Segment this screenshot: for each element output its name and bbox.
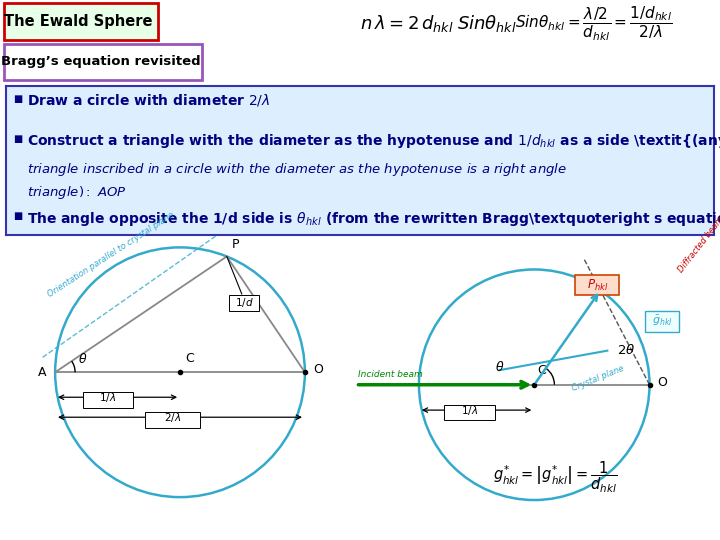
Text: $\mathit{triangle):\ AOP}$: $\mathit{triangle):\ AOP}$ <box>27 185 127 201</box>
Text: Incident beam: Incident beam <box>358 370 423 379</box>
Text: $Sin\theta_{hkl}=\dfrac{\lambda/2}{d_{hkl}}=\dfrac{1/d_{hkl}}{2/\lambda}$: $Sin\theta_{hkl}=\dfrac{\lambda/2}{d_{hk… <box>515 4 672 43</box>
Bar <box>145 412 200 428</box>
Text: The Ewald Sphere: The Ewald Sphere <box>4 14 152 29</box>
Text: $\mathit{triangle\ inscribed\ in\ a\ circle\ with\ the\ diameter\ as\ the\ hypot: $\mathit{triangle\ inscribed\ in\ a\ cir… <box>27 161 567 178</box>
Text: O: O <box>314 363 323 376</box>
Text: $n\,\lambda = 2\,d_{hkl}\;Sin\theta_{hkl}$: $n\,\lambda = 2\,d_{hkl}\;Sin\theta_{hkl… <box>360 13 517 34</box>
Bar <box>229 295 259 312</box>
Text: O: O <box>657 376 667 389</box>
Text: $g^{*}_{hkl}=\left|g^{*}_{hkl}\right|=\dfrac{1}{d_{hkl}}$: $g^{*}_{hkl}=\left|g^{*}_{hkl}\right|=\d… <box>492 460 617 495</box>
Text: $2/\lambda$: $2/\lambda$ <box>164 411 181 424</box>
Text: Bragg’s equation revisited: Bragg’s equation revisited <box>1 55 201 68</box>
Bar <box>645 311 680 332</box>
Text: $1/d$: $1/d$ <box>235 296 253 309</box>
Bar <box>575 275 618 295</box>
Text: ■: ■ <box>13 134 22 144</box>
Bar <box>444 406 495 421</box>
Text: C: C <box>538 363 546 377</box>
Text: $1/\lambda$: $1/\lambda$ <box>461 403 478 416</box>
Text: $2\theta$: $2\theta$ <box>617 343 636 357</box>
Text: $1/\lambda$: $1/\lambda$ <box>99 391 116 404</box>
Text: $\bar{g}_{hkl}$: $\bar{g}_{hkl}$ <box>652 314 672 328</box>
Text: Orientation parallel to crystal plane: Orientation parallel to crystal plane <box>46 211 176 299</box>
Bar <box>4 3 158 40</box>
Text: P: P <box>232 239 239 252</box>
Text: A: A <box>38 366 46 379</box>
Text: ■: ■ <box>13 211 22 221</box>
Text: Construct a triangle with the diameter as the hypotenuse and $1/d_{hkl}$ as a si: Construct a triangle with the diameter a… <box>27 132 720 151</box>
Text: Draw a circle with diameter $2/\lambda$: Draw a circle with diameter $2/\lambda$ <box>27 92 271 109</box>
Text: C: C <box>185 352 194 365</box>
Text: $\theta$: $\theta$ <box>495 361 504 374</box>
Text: $P_{hkl}$: $P_{hkl}$ <box>588 278 608 293</box>
Text: The angle opposite the 1/d side is $\theta_{hkl}$ (from the rewritten Bragg\text: The angle opposite the 1/d side is $\the… <box>27 210 720 228</box>
Bar <box>83 392 132 408</box>
Text: $\theta$: $\theta$ <box>78 352 87 366</box>
Text: Crystal plane: Crystal plane <box>571 363 626 393</box>
Text: Diffracted beam: Diffracted beam <box>677 214 720 274</box>
Text: ■: ■ <box>13 94 22 104</box>
Bar <box>4 44 202 80</box>
